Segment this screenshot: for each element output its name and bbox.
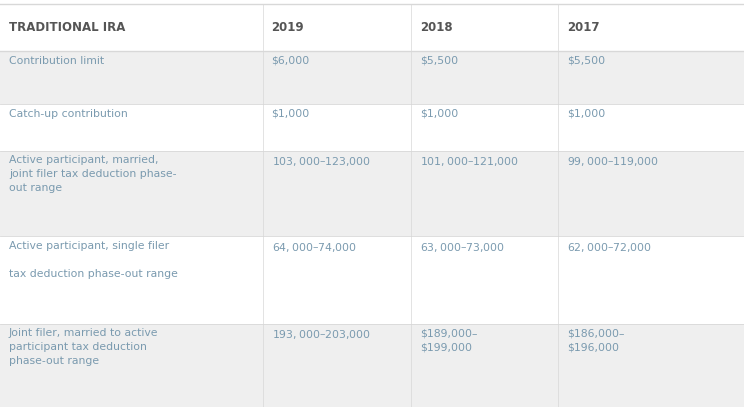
Text: $186,000–
$196,000: $186,000– $196,000: [567, 328, 624, 352]
Text: Joint filer, married to active
participant tax deduction
phase-out range: Joint filer, married to active participa…: [9, 328, 158, 366]
Text: $5,500: $5,500: [420, 56, 458, 66]
Text: Active participant, single filer

tax deduction phase-out range: Active participant, single filer tax ded…: [9, 241, 178, 279]
Text: 2018: 2018: [420, 21, 453, 34]
Text: $64,000–$74,000: $64,000–$74,000: [272, 241, 356, 254]
Text: $62,000–$72,000: $62,000–$72,000: [567, 241, 652, 254]
Text: 2017: 2017: [567, 21, 600, 34]
Text: TRADITIONAL IRA: TRADITIONAL IRA: [9, 21, 125, 34]
Text: $1,000: $1,000: [567, 109, 605, 119]
Text: $63,000–$73,000: $63,000–$73,000: [420, 241, 505, 254]
Text: $1,000: $1,000: [420, 109, 458, 119]
Text: $101,000–$121,000: $101,000–$121,000: [420, 155, 519, 168]
Text: Catch-up contribution: Catch-up contribution: [9, 109, 128, 119]
Text: $5,500: $5,500: [567, 56, 605, 66]
Text: $189,000–
$199,000: $189,000– $199,000: [420, 328, 478, 352]
Bar: [0, 104, 744, 151]
Text: $103,000–$123,000: $103,000–$123,000: [272, 155, 371, 168]
Text: 2019: 2019: [272, 21, 304, 34]
Text: Contribution limit: Contribution limit: [9, 56, 104, 66]
Text: $1,000: $1,000: [272, 109, 310, 119]
Text: $6,000: $6,000: [272, 56, 310, 66]
Bar: [0, 4, 744, 51]
Bar: [0, 151, 744, 236]
Text: Active participant, married,
joint filer tax deduction phase-
out range: Active participant, married, joint filer…: [9, 155, 176, 193]
Bar: [0, 51, 744, 104]
Bar: [0, 236, 744, 324]
Text: $193,000–$203,000: $193,000–$203,000: [272, 328, 371, 341]
Bar: [0, 324, 744, 407]
Text: $99,000–$119,000: $99,000–$119,000: [567, 155, 659, 168]
